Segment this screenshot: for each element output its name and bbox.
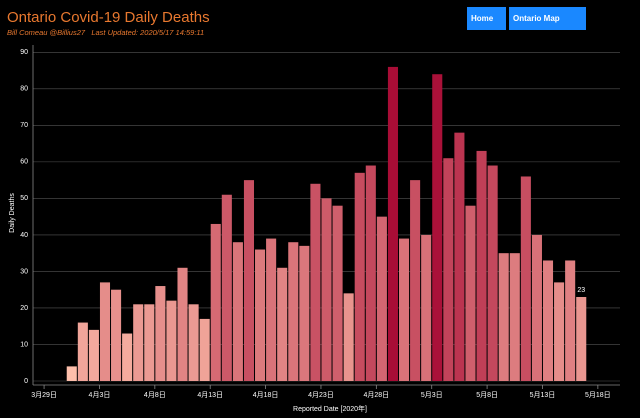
y-axis-label: Daily Deaths bbox=[9, 193, 16, 233]
x-axis-label: Reported Date [2020年] bbox=[293, 404, 367, 413]
home-button[interactable] bbox=[467, 7, 506, 30]
y-tick-label: 50 bbox=[20, 195, 28, 202]
bar bbox=[310, 183, 321, 381]
bar bbox=[99, 282, 111, 381]
bar bbox=[465, 205, 476, 381]
chart-subtitle: Bill Comeau @Billius27 Last Updated: 202… bbox=[7, 28, 204, 37]
bar bbox=[410, 180, 421, 381]
bar bbox=[376, 216, 387, 381]
bar bbox=[88, 329, 99, 381]
bar bbox=[288, 242, 299, 381]
bar bbox=[133, 304, 144, 381]
bar bbox=[443, 158, 454, 381]
x-tick-label: 4月8日 bbox=[144, 391, 166, 399]
bar bbox=[122, 333, 133, 381]
bar bbox=[266, 238, 277, 381]
bar bbox=[232, 242, 243, 381]
bar bbox=[565, 260, 576, 381]
bar bbox=[166, 300, 177, 381]
bar bbox=[343, 293, 354, 381]
bar bbox=[454, 132, 465, 381]
bar bbox=[321, 198, 332, 381]
bar bbox=[155, 286, 166, 381]
bar bbox=[387, 66, 398, 382]
x-tick-label: 4月18日 bbox=[253, 391, 279, 399]
x-tick-label: 4月13日 bbox=[197, 391, 223, 399]
x-tick-label: 5月3日 bbox=[421, 391, 443, 399]
bar bbox=[111, 289, 122, 381]
bar bbox=[498, 253, 509, 381]
bar bbox=[432, 74, 443, 381]
y-tick-label: 80 bbox=[20, 86, 28, 93]
y-tick-label: 40 bbox=[20, 232, 28, 239]
bar bbox=[332, 205, 343, 381]
x-tick-label: 5月8日 bbox=[476, 391, 498, 399]
bar bbox=[421, 234, 432, 381]
y-tick-label: 20 bbox=[20, 305, 28, 312]
map-button[interactable] bbox=[509, 7, 586, 30]
y-tick-label: 90 bbox=[20, 49, 28, 56]
x-tick-label: 5月18日 bbox=[585, 391, 611, 399]
bar bbox=[365, 165, 376, 381]
x-tick-label: 4月28日 bbox=[363, 391, 389, 399]
y-tick-label: 10 bbox=[20, 341, 28, 348]
bar bbox=[476, 150, 487, 381]
bar bbox=[487, 165, 498, 381]
map-button-label[interactable]: Ontario Map bbox=[513, 14, 560, 23]
y-tick-label: 30 bbox=[20, 268, 28, 275]
bar bbox=[531, 234, 542, 381]
bar bbox=[188, 304, 199, 381]
home-button-label[interactable]: Home bbox=[471, 14, 494, 23]
bar bbox=[509, 253, 520, 381]
x-tick-label: 5月13日 bbox=[530, 391, 556, 399]
bar bbox=[199, 318, 210, 381]
bar bbox=[221, 194, 232, 381]
data-label: 23 bbox=[577, 287, 585, 294]
bar bbox=[66, 366, 77, 381]
chart-title: Ontario Covid-19 Daily Deaths bbox=[7, 9, 210, 26]
bar bbox=[576, 297, 587, 381]
y-tick-label: 60 bbox=[20, 159, 28, 166]
bar bbox=[554, 282, 565, 381]
bar bbox=[299, 245, 310, 381]
x-tick-label: 4月23日 bbox=[308, 391, 334, 399]
bar bbox=[520, 176, 531, 381]
bar bbox=[210, 223, 221, 381]
y-tick-label: 0 bbox=[24, 378, 28, 385]
bar bbox=[77, 322, 88, 381]
x-tick-label: 4月3日 bbox=[89, 391, 111, 399]
bar bbox=[354, 172, 365, 381]
bar bbox=[144, 304, 155, 381]
bar bbox=[255, 249, 266, 381]
bar bbox=[243, 180, 255, 381]
x-tick-label: 3月29日 bbox=[31, 391, 57, 399]
bar bbox=[398, 238, 410, 381]
y-tick-label: 70 bbox=[20, 122, 28, 129]
bar bbox=[542, 260, 554, 381]
bar bbox=[277, 267, 288, 381]
bar bbox=[177, 267, 188, 381]
